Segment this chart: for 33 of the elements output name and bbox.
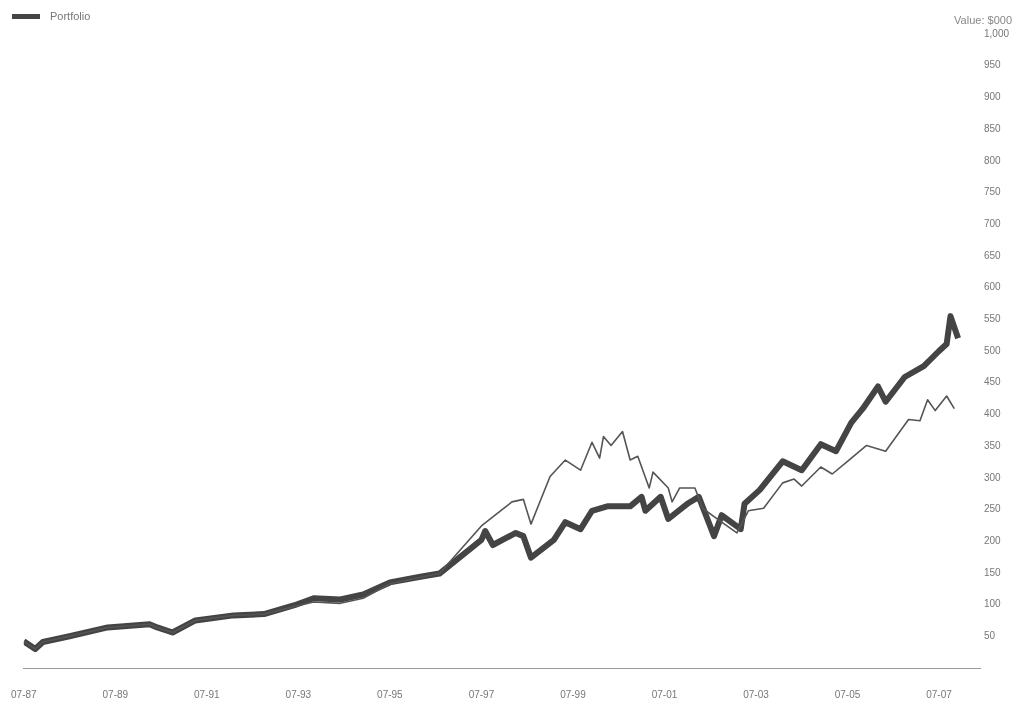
x-tick-label: 07-01 [651,688,678,700]
y-tick-label: 450 [983,376,1002,388]
y-tick-label: 750 [983,186,1002,198]
y-tick-label: 550 [983,313,1002,325]
x-tick-label: 07-93 [285,688,312,700]
y-tick-label: 800 [983,154,1002,166]
y-tick-label: 100 [983,598,1002,610]
x-tick-label: 07-87 [11,688,38,700]
y-tick-label: 200 [983,534,1002,546]
x-tick-label: 07-99 [560,688,587,700]
y-tick-label: 350 [983,439,1002,451]
x-tick-label: 07-95 [377,688,404,700]
y-tick-label: 1,000 [983,27,1010,39]
y-tick-label: 400 [983,408,1002,420]
x-tick-label: 07-97 [468,688,495,700]
y-tick-label: 950 [983,59,1002,71]
y-tick-label: 50 [983,630,996,642]
y-tick-label: 700 [983,217,1002,229]
y-tick-label: 500 [983,344,1002,356]
x-tick-label: 07-89 [102,688,129,700]
y-tick-label: 250 [983,503,1002,515]
y-tick-label: 900 [983,91,1002,103]
y-tick-label: 650 [983,249,1002,261]
y-tick-label: 850 [983,122,1002,134]
x-tick-label: 07-07 [926,688,953,700]
y-axis-title: Value: $000 [954,13,1012,26]
y-tick-label: 600 [983,281,1002,293]
legend-label: Portfolio [50,10,91,22]
y-tick-label: 150 [983,566,1002,578]
x-tick-label: 07-91 [194,688,221,700]
x-tick-label: 07-03 [743,688,770,700]
y-tick-label: 300 [983,471,1002,483]
x-tick-label: 07-05 [834,688,861,700]
